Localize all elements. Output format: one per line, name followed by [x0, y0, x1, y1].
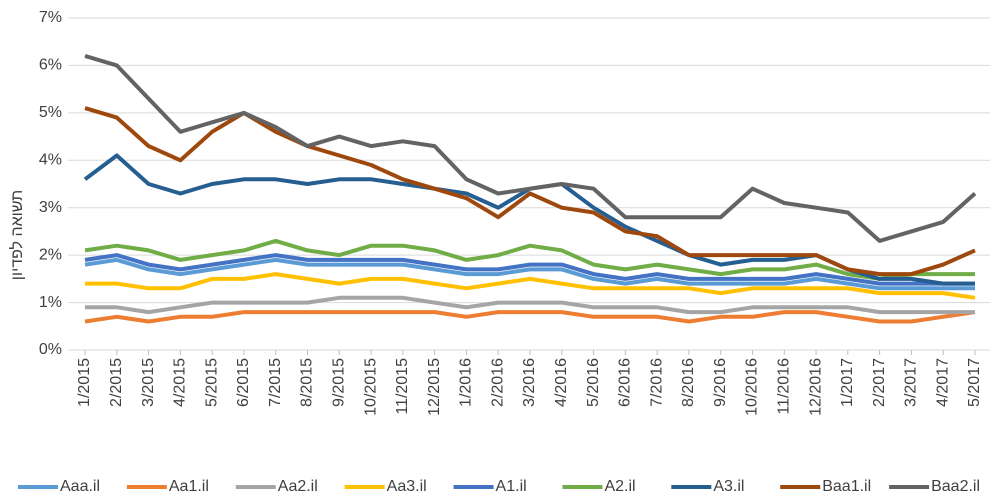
x-tick-label: 6/2016	[617, 358, 634, 407]
x-tick-label: 5/2016	[585, 358, 602, 407]
x-tick-label: 9/2015	[331, 358, 348, 407]
series-line	[84, 106, 976, 277]
legend-label: A1.il	[496, 478, 527, 495]
x-tick-label: 1/2015	[76, 358, 93, 407]
series-line	[84, 257, 975, 291]
series-line	[85, 272, 976, 300]
legend-label: Baa1.il	[822, 478, 871, 495]
series-line	[84, 253, 975, 286]
x-tick-label: 5/2015	[203, 358, 220, 407]
x-tick-label: 2/2017	[871, 358, 888, 407]
x-tick-label: 3/2015	[140, 358, 157, 407]
y-axis-label: תשואה לפדיון	[8, 190, 26, 280]
x-tick-label: 4/2017	[934, 358, 951, 407]
y-tick-label: 4%	[39, 152, 62, 169]
legend-label: A2.il	[604, 478, 635, 495]
y-tick-label: 6%	[39, 57, 62, 74]
x-tick-label: 12/2016	[807, 358, 824, 416]
x-tick-label: 8/2015	[299, 358, 316, 407]
legend-label: Aa1.il	[169, 478, 209, 495]
x-tick-label: 11/2015	[394, 358, 411, 415]
series-line	[85, 295, 975, 315]
legend-label: A3.il	[713, 478, 744, 495]
x-tick-label: 1/2016	[458, 358, 475, 407]
y-tick-label: 1%	[39, 294, 62, 311]
legend-label: Aa2.il	[278, 478, 318, 495]
x-tick-label: 6/2015	[235, 358, 252, 407]
y-tick-label: 3%	[39, 199, 62, 216]
x-tick-label: 3/2017	[903, 358, 920, 407]
legend-label: Aa3.il	[387, 478, 427, 495]
x-tick-label: 4/2015	[172, 358, 189, 407]
series-line	[84, 238, 975, 281]
x-tick-label: 9/2016	[712, 358, 729, 407]
x-tick-label: 11/2016	[776, 358, 793, 415]
x-tick-label: 5/2017	[966, 358, 983, 407]
series-line	[84, 53, 977, 243]
x-tick-label: 3/2016	[521, 358, 538, 407]
x-tick-label: 7/2015	[267, 358, 284, 407]
y-tick-label: 0%	[39, 341, 62, 358]
x-tick-label: 2/2016	[489, 358, 506, 407]
y-tick-label: 7%	[39, 9, 62, 26]
legend-label: Baa2.il	[931, 478, 980, 495]
y-tick-label: 2%	[39, 246, 62, 263]
x-tick-label: 10/2015	[362, 358, 379, 416]
x-tick-label: 12/2015	[426, 358, 443, 416]
x-tick-label: 10/2016	[744, 358, 761, 416]
x-tick-label: 8/2016	[680, 358, 697, 407]
x-tick-label: 2/2015	[108, 358, 125, 407]
x-tick-label: 7/2016	[648, 358, 665, 407]
x-tick-label: 1/2017	[839, 358, 856, 407]
series-line	[84, 310, 976, 324]
y-tick-label: 5%	[39, 104, 62, 121]
x-tick-label: 4/2016	[553, 358, 570, 407]
legend-label: Aaa.il	[60, 478, 100, 495]
